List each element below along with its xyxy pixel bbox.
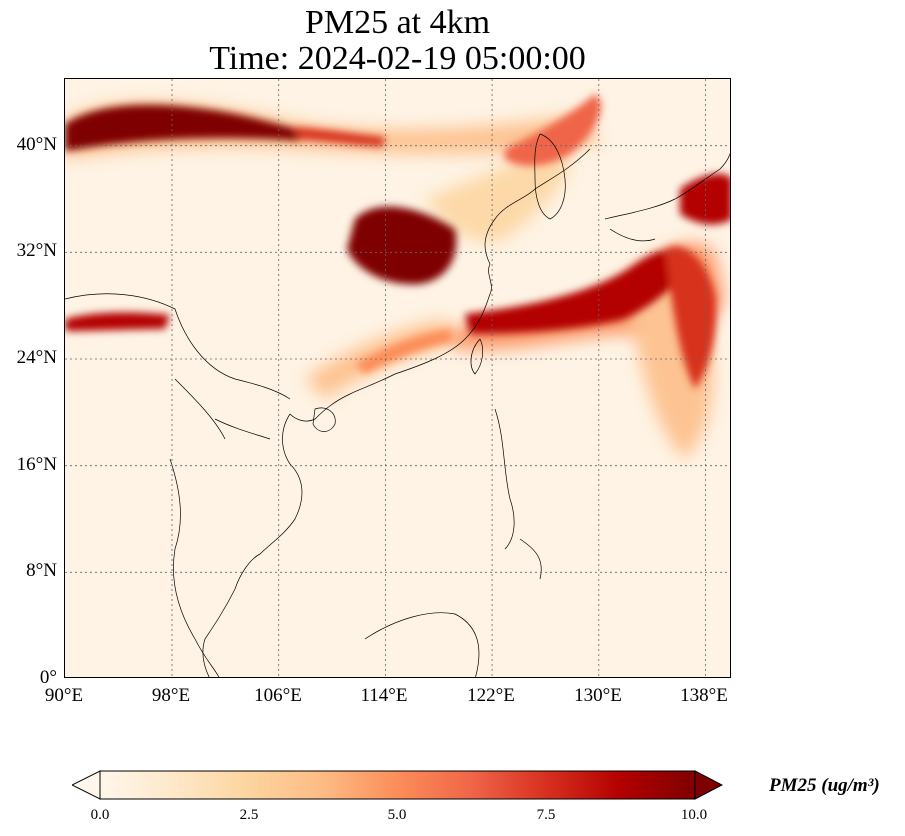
plume-south-coast-core [355, 329, 453, 374]
borneo-outline [364, 612, 480, 677]
colorbar-tick-2-5: 2.5 [239, 807, 259, 823]
lon-tick-label-98: 98°E [151, 685, 191, 706]
lat-tick-label-32: 32°N [16, 240, 57, 261]
colorbar [72, 770, 723, 800]
malay-peninsula [169, 458, 220, 677]
japan-outline [604, 152, 730, 242]
indochina-coast [202, 413, 303, 677]
colorbar-tick-7-5: 7.5 [536, 807, 556, 823]
lon-tick-label-90: 90°E [44, 685, 84, 706]
plume-central-hotspot [347, 206, 457, 285]
china-east-coastline [289, 148, 591, 422]
interior-borders [65, 293, 291, 440]
colorbar-extend-max [694, 770, 723, 800]
pm25-field [65, 94, 730, 459]
korea-outline [534, 133, 566, 220]
plume-tibet-band [65, 312, 170, 331]
colorbar-extend-min [72, 770, 101, 800]
map-subtitle-time: Time: 2024-02-19 05:00:00 [209, 40, 586, 77]
plume-japan-north [680, 173, 730, 225]
lon-tick-label-106: 106°E [254, 685, 302, 706]
lon-tick-label-122: 122°E [467, 685, 515, 706]
plume-east-china-sea-core [465, 249, 690, 334]
colorbar-tick-0: 0.0 [90, 807, 110, 823]
colorbar-tick-5: 5.0 [387, 807, 407, 823]
lon-tick-label-114: 114°E [360, 685, 408, 706]
lon-tick-label-130: 130°E [574, 685, 622, 706]
lat-tick-label-24: 24°N [16, 347, 57, 368]
map-canvas [65, 79, 730, 677]
lat-tick-label-8: 8°N [26, 560, 57, 581]
colorbar-gradient [99, 770, 696, 800]
lat-tick-label-0: 0° [39, 667, 57, 688]
hainan-outline [312, 407, 336, 432]
gridlines [65, 79, 730, 677]
plume-japan-core [665, 246, 717, 389]
lat-tick-label-40: 40°N [16, 134, 57, 155]
colorbar-label: PM25 (ug/m³) [769, 775, 880, 796]
coastlines [65, 133, 730, 677]
map-title: PM25 at 4km [304, 4, 491, 41]
lat-tick-label-16: 16°N [16, 454, 57, 475]
lon-tick-label-138: 138°E [680, 685, 728, 706]
plume-north-band-core [65, 104, 305, 151]
philippines-outline [494, 408, 542, 580]
plume-north-band-tail [295, 127, 385, 147]
plume-korea [505, 94, 601, 166]
taiwan-outline [470, 338, 484, 375]
map-panel [64, 78, 731, 678]
colorbar-tick-10: 10.0 [680, 807, 708, 823]
